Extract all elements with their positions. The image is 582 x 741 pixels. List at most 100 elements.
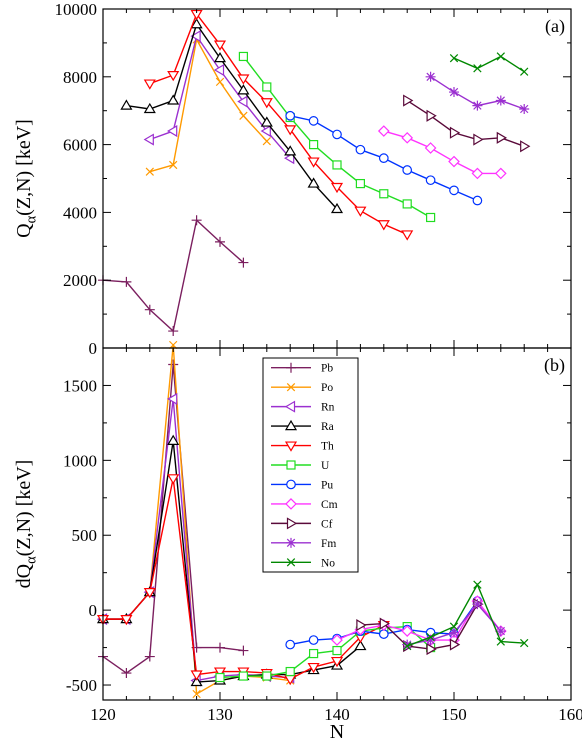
data-point-U-140 bbox=[332, 160, 342, 170]
series-line-Pb bbox=[102, 364, 244, 674]
y-tick-label: 1500 bbox=[63, 376, 97, 395]
data-point-Pb-126 bbox=[168, 326, 179, 337]
data-point-Cm-144 bbox=[377, 125, 390, 137]
legend-entry-Cm: Cm bbox=[271, 498, 338, 511]
data-point-Th-122 bbox=[120, 615, 133, 626]
data-point-Cf-142 bbox=[356, 619, 367, 632]
data-point-No-154 bbox=[496, 52, 505, 61]
data-point-No-150 bbox=[449, 622, 459, 631]
data-point-U-134 bbox=[262, 671, 272, 681]
data-point-Cf-156 bbox=[520, 140, 531, 153]
y-tick-label: 4000 bbox=[63, 203, 97, 222]
data-point-U-142 bbox=[355, 178, 365, 189]
data-point-Th-140 bbox=[330, 182, 344, 194]
data-point-Th-130 bbox=[213, 667, 227, 678]
series-Cm bbox=[377, 125, 507, 180]
legend-label-Ra: Ra bbox=[321, 421, 334, 433]
x-tick-label: 160 bbox=[558, 705, 582, 724]
legend-label-Po: Po bbox=[321, 382, 333, 394]
series-line-Po bbox=[149, 37, 268, 173]
legend-marker-Cf bbox=[286, 517, 298, 530]
series-Pu bbox=[285, 110, 483, 206]
legend-marker-Pu bbox=[286, 479, 296, 490]
data-point-Ra-122 bbox=[120, 99, 133, 110]
y-axis-label: dQα(Z,N) [keV] bbox=[13, 460, 40, 589]
series-Po bbox=[145, 35, 271, 176]
data-point-Th-128 bbox=[190, 670, 203, 681]
series-line-No bbox=[406, 583, 525, 647]
data-point-Fm-148 bbox=[425, 71, 436, 82]
legend-marker-U bbox=[286, 460, 296, 470]
series-Rn bbox=[143, 30, 295, 165]
data-point-Fm-152 bbox=[472, 599, 483, 610]
legend-label-Pb: Pb bbox=[321, 363, 333, 375]
data-point-U-138 bbox=[309, 648, 319, 659]
data-point-Cf-150 bbox=[449, 126, 461, 139]
series-Fm bbox=[402, 599, 506, 650]
data-point-No-150 bbox=[449, 53, 459, 63]
data-point-Pb-124 bbox=[144, 651, 155, 662]
data-point-Ra-126 bbox=[167, 434, 180, 445]
series-line-Pb bbox=[102, 218, 244, 333]
series-Th bbox=[143, 9, 414, 241]
panel-label: (b) bbox=[544, 355, 565, 376]
data-point-Po-124 bbox=[145, 167, 154, 176]
legend-entry-Rn: Rn bbox=[271, 400, 335, 414]
data-point-Pu-140 bbox=[332, 129, 342, 140]
x-tick-label: 140 bbox=[324, 705, 350, 724]
data-point-Pb-126 bbox=[168, 359, 179, 370]
data-point-Rn-134 bbox=[260, 124, 271, 138]
legend-entry-No: No bbox=[271, 557, 335, 569]
data-point-No-156 bbox=[520, 638, 529, 648]
data-point-Ra-124 bbox=[143, 102, 156, 114]
x-tick-label: 150 bbox=[441, 705, 467, 724]
data-point-Pb-132 bbox=[238, 257, 249, 268]
data-point-Pu-150 bbox=[449, 185, 459, 196]
data-point-Ra-126 bbox=[167, 94, 180, 105]
legend-marker-Th bbox=[284, 441, 298, 452]
data-point-Fm-150 bbox=[449, 627, 459, 638]
legend-marker-No bbox=[286, 558, 296, 567]
legend-label-No: No bbox=[321, 557, 335, 569]
series-line-Ra bbox=[126, 22, 338, 210]
series-line-Rn bbox=[103, 398, 291, 682]
legend-entry-Th: Th bbox=[271, 441, 334, 453]
data-point-Th-124 bbox=[143, 79, 156, 90]
data-point-Cm-154 bbox=[494, 167, 507, 180]
data-point-U-148 bbox=[426, 212, 436, 223]
data-point-Ra-142 bbox=[354, 639, 367, 651]
legend-label-Pu: Pu bbox=[321, 479, 333, 491]
legend-entry-Pb: Pb bbox=[271, 362, 333, 375]
panel-b: 120 130 140 150 160 N -500 0 500 1000 1500 dQα(Z,N)… bbox=[13, 340, 582, 741]
data-point-Th-138 bbox=[307, 662, 320, 674]
data-point-No-146 bbox=[403, 641, 412, 651]
data-point-Th-126 bbox=[167, 474, 180, 485]
data-point-Cf-150 bbox=[449, 638, 461, 651]
legend-label-Cf: Cf bbox=[321, 518, 333, 530]
data-point-Fm-150 bbox=[449, 87, 459, 98]
data-point-Rn-126 bbox=[167, 124, 178, 138]
data-point-U-144 bbox=[379, 189, 389, 199]
data-point-No-154 bbox=[496, 637, 505, 646]
legend-marker-Ra bbox=[284, 419, 298, 431]
data-point-No-152 bbox=[473, 64, 482, 73]
data-point-Pb-122 bbox=[121, 276, 132, 287]
data-point-Pu-136 bbox=[285, 639, 296, 650]
legend-entry-Cf: Cf bbox=[271, 517, 333, 530]
x-tick-label: 120 bbox=[90, 705, 116, 724]
data-point-U-134 bbox=[262, 82, 272, 92]
panel-label: (a) bbox=[545, 16, 565, 37]
data-point-Rn-126 bbox=[167, 392, 178, 405]
data-point-Po-126 bbox=[169, 160, 178, 170]
data-point-Pb-130 bbox=[215, 642, 225, 653]
y-tick-label: 1000 bbox=[63, 451, 97, 470]
legend-entry-Pu: Pu bbox=[271, 479, 333, 491]
panel-a: 0 2000 4000 6000 8000 10000 Qα(Z,N) [keV] (a) bbox=[13, 0, 572, 358]
series-Cf bbox=[403, 94, 531, 153]
series-Fm bbox=[425, 71, 530, 115]
data-point-Pu-146 bbox=[402, 165, 413, 175]
series-Pb bbox=[98, 215, 249, 337]
legend-marker-Rn bbox=[284, 400, 296, 413]
data-point-Pu-142 bbox=[355, 144, 366, 155]
